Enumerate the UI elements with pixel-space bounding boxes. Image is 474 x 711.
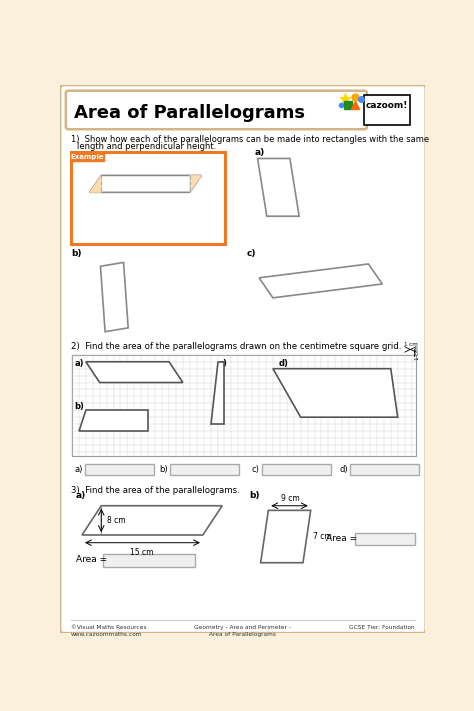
Text: c): c) [247,250,256,258]
Text: 1 cm: 1 cm [403,342,417,347]
Text: c): c) [251,465,259,474]
Text: 15 cm: 15 cm [130,548,154,557]
Text: b): b) [159,465,168,474]
Text: Geometry - Area and Perimeter -
Area of Parallelograms: Geometry - Area and Perimeter - Area of … [194,625,292,637]
Text: GCSE Tier: Foundation: GCSE Tier: Foundation [349,625,415,630]
Bar [85,464,155,475]
Text: length and perpendicular height.: length and perpendicular height. [77,142,217,151]
Text: b): b) [71,250,82,258]
Text: 8 cm: 8 cm [107,516,125,525]
Text: b): b) [249,491,260,500]
Text: d): d) [278,358,288,368]
Polygon shape [90,176,201,193]
Polygon shape [79,410,148,431]
Text: ©Visual Maths Resources
www.cazoommaths.com: ©Visual Maths Resources www.cazoommaths.… [71,625,147,637]
Bar [355,533,415,545]
Text: Area =: Area = [326,533,357,542]
Text: a): a) [76,491,86,500]
Polygon shape [259,264,383,298]
Polygon shape [100,262,128,332]
Bar [72,355,416,456]
FancyBboxPatch shape [71,151,103,161]
Text: c): c) [219,358,227,368]
Text: 2)  Find the area of the parallelograms drawn on the centimetre square grid.: 2) Find the area of the parallelograms d… [71,342,401,351]
Text: a): a) [74,465,82,474]
Text: b): b) [74,402,84,411]
Polygon shape [90,176,101,193]
Polygon shape [257,159,299,216]
Bar [262,464,331,475]
FancyBboxPatch shape [364,95,410,124]
Text: a): a) [255,148,264,156]
Polygon shape [210,362,225,424]
Text: cazoom!: cazoom! [366,101,408,109]
Text: 9 cm: 9 cm [281,494,299,503]
FancyBboxPatch shape [66,91,367,129]
Polygon shape [261,510,310,562]
Polygon shape [273,369,398,417]
Bar [170,464,239,475]
Bar [350,464,419,475]
Text: 7 cm: 7 cm [313,532,332,541]
Text: 1)  Show how each of the parallelograms can be made into rectangles with the sam: 1) Show how each of the parallelograms c… [71,134,429,144]
Bar [103,555,195,567]
Text: 1 cm: 1 cm [415,346,420,360]
Polygon shape [190,176,201,193]
FancyBboxPatch shape [71,151,225,244]
Text: Example: Example [71,154,104,160]
Polygon shape [82,506,222,535]
Bar [373,97,385,114]
Text: a): a) [74,358,84,368]
Polygon shape [86,362,183,383]
Text: Area =: Area = [76,555,107,564]
FancyBboxPatch shape [60,85,426,634]
Text: 3)  Find the area of the parallelograms.: 3) Find the area of the parallelograms. [71,486,240,495]
Bar [101,200,190,222]
Text: Area of Parallelograms: Area of Parallelograms [74,104,305,122]
Text: d): d) [339,465,348,474]
